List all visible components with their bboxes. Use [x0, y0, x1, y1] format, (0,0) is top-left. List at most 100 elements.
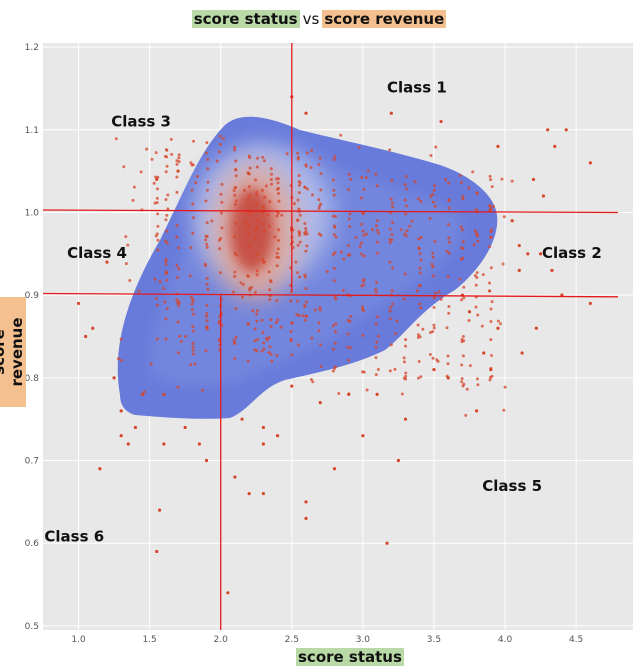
- scatter-point: [162, 286, 166, 290]
- scatter-point: [390, 233, 394, 237]
- scatter-point: [175, 264, 179, 268]
- scatter-point: [156, 224, 160, 228]
- scatter-point: [232, 341, 236, 345]
- scatter-point: [458, 173, 462, 177]
- scatter-point: [267, 270, 271, 274]
- scatter-point: [175, 298, 179, 302]
- scatter-point: [417, 247, 421, 251]
- scatter-point: [346, 332, 350, 336]
- scatter-point: [418, 335, 422, 339]
- scatter-point: [365, 388, 369, 392]
- scatter-point: [361, 333, 365, 337]
- outlier-point: [389, 111, 393, 115]
- scatter-point: [376, 231, 380, 235]
- scatter-point: [155, 337, 159, 341]
- scatter-point: [403, 272, 407, 276]
- scatter-point: [366, 169, 370, 173]
- scatter-point: [418, 266, 422, 270]
- y-tick-label: 0.5: [25, 622, 39, 632]
- scatter-point: [164, 263, 168, 267]
- scatter-point: [269, 318, 273, 322]
- outlier-point: [275, 434, 280, 438]
- scatter-point: [360, 196, 364, 200]
- outlier-point: [588, 301, 592, 306]
- scatter-point: [263, 229, 267, 233]
- scatter-point: [346, 244, 350, 248]
- scatter-point: [165, 278, 169, 282]
- scatter-point: [270, 359, 274, 363]
- outlier-point: [517, 243, 521, 248]
- scatter-point: [333, 341, 337, 345]
- outlier-point: [261, 491, 265, 496]
- scatter-point: [388, 306, 392, 310]
- scatter-point: [190, 188, 194, 192]
- scatter-point: [317, 232, 321, 236]
- scatter-point: [447, 236, 451, 240]
- scatter-point: [303, 231, 307, 235]
- scatter-point: [154, 175, 158, 179]
- scatter-point: [468, 364, 472, 368]
- scatter-point: [304, 163, 308, 167]
- scatter-point: [313, 308, 317, 312]
- scatter-point: [431, 356, 435, 360]
- scatter-point: [318, 156, 322, 160]
- scatter-point: [220, 200, 224, 204]
- scatter-point: [294, 260, 298, 264]
- scatter-point: [304, 286, 308, 290]
- scatter-point: [432, 189, 436, 193]
- scatter-point: [255, 165, 259, 169]
- scatter-point: [191, 352, 195, 356]
- scatter-point: [461, 334, 465, 338]
- scatter-point: [429, 153, 433, 157]
- scatter-point: [447, 304, 451, 308]
- scatter-point: [475, 192, 479, 196]
- scatter-point: [155, 187, 159, 191]
- scatter-point: [246, 225, 250, 229]
- outlier-point: [119, 409, 123, 413]
- scatter-point: [432, 274, 436, 278]
- scatter-point: [389, 343, 393, 347]
- scatter-point: [419, 306, 423, 310]
- scatter-point: [342, 257, 346, 261]
- scatter-point: [362, 254, 366, 258]
- scatter-point: [205, 311, 209, 315]
- scatter-point: [292, 202, 296, 206]
- outlier-point: [91, 326, 95, 330]
- scatter-point: [404, 344, 408, 348]
- scatter-point: [290, 321, 294, 325]
- scatter-point: [301, 314, 305, 318]
- scatter-point: [296, 151, 300, 155]
- scatter-point: [304, 300, 308, 304]
- scatter-point: [246, 198, 250, 202]
- scatter-point: [233, 148, 237, 152]
- scatter-point: [348, 252, 352, 256]
- scatter-point: [124, 235, 128, 239]
- scatter-point: [206, 180, 210, 184]
- scatter-point: [304, 249, 308, 253]
- scatter-point: [297, 174, 301, 178]
- scatter-point: [374, 345, 378, 349]
- scatter-point: [184, 334, 188, 338]
- scatter-point: [267, 336, 271, 340]
- outlier-point: [564, 128, 568, 132]
- scatter-point: [462, 382, 466, 386]
- outlier-point: [98, 467, 102, 471]
- outlier-point: [105, 260, 109, 264]
- outlier-point: [550, 268, 554, 272]
- scatter-point: [155, 196, 159, 200]
- scatter-point: [318, 306, 322, 310]
- scatter-point: [503, 385, 507, 389]
- scatter-point: [418, 252, 422, 256]
- scatter-point: [205, 282, 209, 286]
- outlier-point: [76, 301, 81, 306]
- scatter-point: [114, 137, 118, 141]
- scatter-point: [276, 211, 280, 215]
- outlier-point: [361, 434, 365, 438]
- scatter-point: [220, 182, 224, 186]
- scatter-point: [276, 181, 280, 185]
- x-tick-label: 3.5: [427, 635, 441, 645]
- y-tick-label: 0.7: [25, 457, 39, 467]
- scatter-point: [362, 283, 366, 287]
- scatter-point: [388, 260, 392, 264]
- x-tick-label: 1.5: [142, 635, 156, 645]
